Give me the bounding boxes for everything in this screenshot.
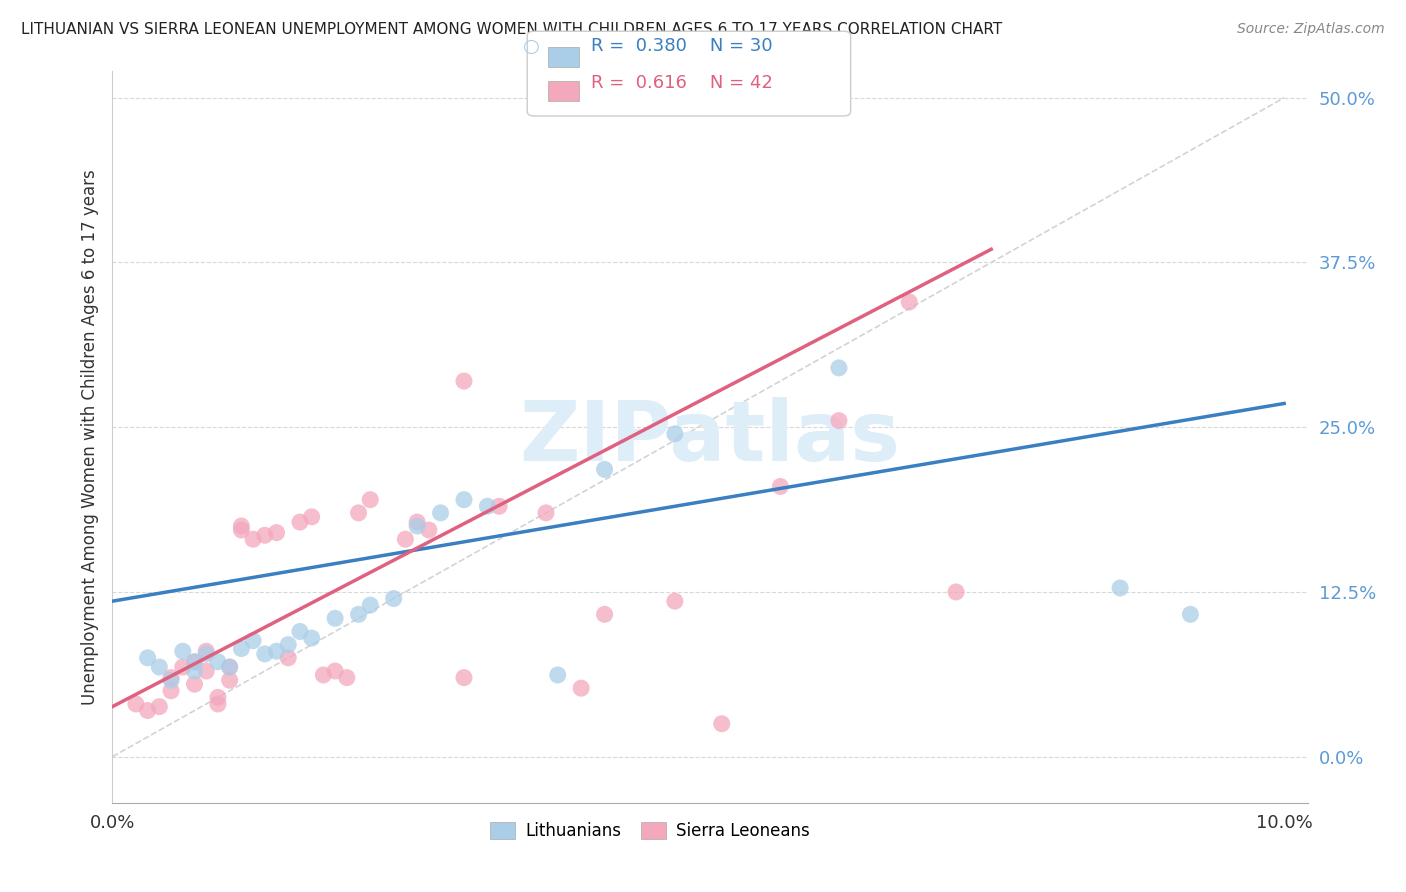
Point (288, 624, 311, 639)
Point (336, 671, 359, 685)
Point (323, 664, 346, 678)
Point (406, 515, 429, 529)
Point (207, 697, 229, 711)
Point (382, 591, 405, 606)
Point (136, 704, 159, 718)
Point (160, 671, 183, 685)
Point (394, 533, 416, 547)
Point (828, 360, 851, 375)
Point (218, 660, 240, 674)
Point (898, 295, 921, 310)
Point (323, 611, 346, 625)
Point (418, 523, 440, 537)
Point (242, 533, 264, 547)
Text: ○: ○ (523, 37, 540, 56)
Point (231, 641, 253, 656)
Point (301, 509, 323, 524)
Point (207, 690, 229, 705)
Point (359, 492, 381, 507)
Point (359, 598, 381, 612)
Text: LITHUANIAN VS SIERRA LEONEAN UNEMPLOYMENT AMONG WOMEN WITH CHILDREN AGES 6 TO 17: LITHUANIAN VS SIERRA LEONEAN UNEMPLOYMEN… (21, 22, 1002, 37)
Point (593, 462, 616, 476)
Point (253, 647, 276, 661)
Point (231, 519, 253, 533)
Point (183, 677, 205, 691)
Point (453, 492, 475, 507)
Point (266, 644, 288, 658)
Point (195, 664, 218, 678)
Point (534, 506, 557, 520)
Point (347, 506, 370, 520)
Point (172, 644, 194, 658)
Legend: Lithuanians, Sierra Leoneans: Lithuanians, Sierra Leoneans (484, 815, 817, 847)
Point (148, 660, 170, 674)
Point (664, 426, 686, 441)
Point (195, 644, 218, 658)
Text: R =  0.616    N = 42: R = 0.616 N = 42 (591, 74, 772, 92)
Point (429, 506, 451, 520)
Point (218, 660, 240, 674)
Point (488, 500, 510, 514)
Point (160, 683, 183, 698)
Y-axis label: Unemployment Among Women with Children Ages 6 to 17 years: Unemployment Among Women with Children A… (80, 169, 98, 705)
Point (828, 414, 851, 428)
Point (453, 671, 475, 685)
Point (547, 668, 569, 682)
Point (207, 655, 229, 669)
Point (945, 585, 967, 599)
Point (218, 673, 240, 688)
Point (277, 638, 299, 652)
Point (710, 716, 733, 731)
Point (125, 697, 148, 711)
Text: Source: ZipAtlas.com: Source: ZipAtlas.com (1237, 22, 1385, 37)
Point (172, 660, 194, 674)
Point (301, 631, 323, 645)
Point (148, 699, 170, 714)
Point (347, 607, 370, 622)
Point (231, 523, 253, 537)
Point (242, 633, 264, 648)
Point (569, 681, 592, 695)
Point (277, 650, 299, 665)
Point (1180, 607, 1202, 622)
Point (266, 525, 288, 540)
Text: R =  0.380    N = 30: R = 0.380 N = 30 (591, 37, 772, 55)
Point (160, 673, 183, 688)
Point (195, 647, 218, 661)
Point (183, 655, 205, 669)
Point (312, 668, 335, 682)
Point (406, 519, 429, 533)
Point (253, 528, 276, 542)
Point (183, 655, 205, 669)
Point (136, 650, 159, 665)
Point (453, 374, 475, 388)
Point (664, 594, 686, 608)
Point (769, 479, 792, 493)
Point (593, 607, 616, 622)
Point (183, 664, 205, 678)
Text: ZIPatlas: ZIPatlas (520, 397, 900, 477)
Point (477, 500, 499, 514)
Point (1109, 581, 1132, 595)
Point (288, 515, 311, 529)
